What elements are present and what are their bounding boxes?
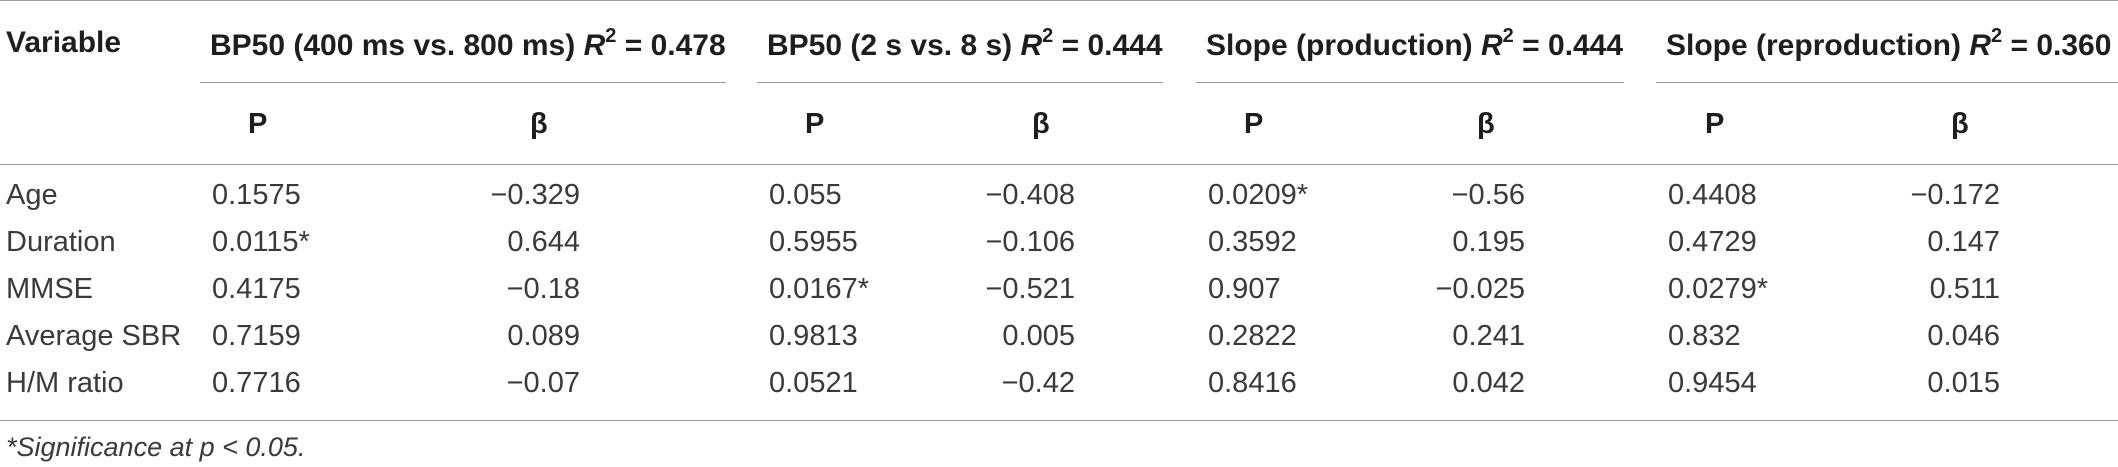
- cell-mmse-p1: 0.4175: [212, 273, 301, 305]
- cell-duration-b3: 0.195: [1452, 226, 1525, 258]
- row-label-age: Age: [6, 179, 58, 211]
- subheader-beta-1: β: [530, 108, 548, 140]
- cell-hm-b1: −0.07: [506, 367, 580, 399]
- cell-hm-p2: 0.0521: [769, 367, 858, 399]
- cell-hm-p1: 0.7716: [212, 367, 301, 399]
- subheader-beta-4: β: [1951, 108, 1969, 140]
- cell-mmse-b3: −0.025: [1435, 273, 1525, 305]
- cell-age-b1: −0.329: [490, 179, 580, 211]
- cell-sbr-p2: 0.9813: [769, 320, 858, 352]
- cell-sbr-b2: 0.005: [1002, 320, 1075, 352]
- cell-age-b3: −0.56: [1451, 179, 1525, 211]
- subheader-p-3: P: [1244, 108, 1264, 140]
- cell-sbr-p1: 0.7159: [212, 320, 301, 352]
- cell-age-p4: 0.4408: [1668, 179, 1757, 211]
- footnote: *Significance at p < 0.05.: [6, 432, 306, 462]
- cell-sbr-p3: 0.2822: [1208, 320, 1297, 352]
- group-rule-1: [200, 82, 726, 83]
- row-label-duration: Duration: [6, 226, 116, 258]
- subheader-p-1: P: [248, 108, 268, 140]
- group-header-slope-production: Slope (production) R2 = 0.444: [1206, 25, 1624, 62]
- cell-sbr-p4: 0.832: [1668, 320, 1741, 352]
- row-label-hm-ratio: H/M ratio: [6, 367, 124, 399]
- cell-hm-b2: −0.42: [1001, 367, 1075, 399]
- cell-duration-p4: 0.4729: [1668, 226, 1757, 258]
- cell-mmse-b1: −0.18: [506, 273, 580, 305]
- row-label-mmse: MMSE: [6, 273, 93, 305]
- cell-mmse-p2: 0.0167*: [769, 273, 869, 305]
- cell-age-p2: 0.055: [769, 179, 842, 211]
- row-label-average-sbr: Average SBR: [6, 320, 182, 352]
- cell-age-b4: −0.172: [1910, 179, 2000, 211]
- header-bottom-rule: [0, 164, 2118, 165]
- cell-mmse-p3: 0.907: [1208, 273, 1281, 305]
- cell-hm-b4: 0.015: [1927, 367, 2000, 399]
- subheader-beta-2: β: [1032, 108, 1050, 140]
- cell-age-b2: −0.408: [985, 179, 1075, 211]
- group-rule-3: [1196, 82, 1624, 83]
- cell-sbr-b4: 0.046: [1927, 320, 2000, 352]
- cell-mmse-b2: −0.521: [985, 273, 1075, 305]
- subheader-p-4: P: [1705, 108, 1725, 140]
- table-bottom-rule: [0, 420, 2118, 421]
- group-header-bp50-400-800: BP50 (400 ms vs. 800 ms) R2 = 0.478: [210, 25, 726, 62]
- cell-duration-b2: −0.106: [985, 226, 1075, 258]
- table-top-rule: [0, 0, 2118, 1]
- variable-header: Variable: [6, 26, 122, 59]
- cell-age-p1: 0.1575: [212, 179, 301, 211]
- cell-hm-p4: 0.9454: [1668, 367, 1757, 399]
- cell-sbr-b3: 0.241: [1452, 320, 1525, 352]
- cell-mmse-p4: 0.0279*: [1668, 273, 1768, 305]
- cell-duration-p3: 0.3592: [1208, 226, 1297, 258]
- subheader-beta-3: β: [1477, 108, 1495, 140]
- group-header-slope-reproduction: Slope (reproduction) R2 = 0.360: [1666, 25, 2112, 62]
- cell-hm-b3: 0.042: [1452, 367, 1525, 399]
- group-header-bp50-2-8: BP50 (2 s vs. 8 s) R2 = 0.444: [767, 25, 1163, 62]
- group-rule-4: [1656, 82, 2118, 83]
- cell-duration-p1: 0.0115*: [212, 226, 310, 258]
- cell-age-p3: 0.0209*: [1208, 179, 1308, 211]
- cell-hm-p3: 0.8416: [1208, 367, 1297, 399]
- cell-sbr-b1: 0.089: [507, 320, 580, 352]
- cell-duration-p2: 0.5955: [769, 226, 858, 258]
- subheader-p-2: P: [805, 108, 825, 140]
- cell-duration-b1: 0.644: [507, 226, 580, 258]
- cell-duration-b4: 0.147: [1927, 226, 2000, 258]
- group-rule-2: [757, 82, 1163, 83]
- cell-mmse-b4: 0.511: [1929, 273, 2000, 305]
